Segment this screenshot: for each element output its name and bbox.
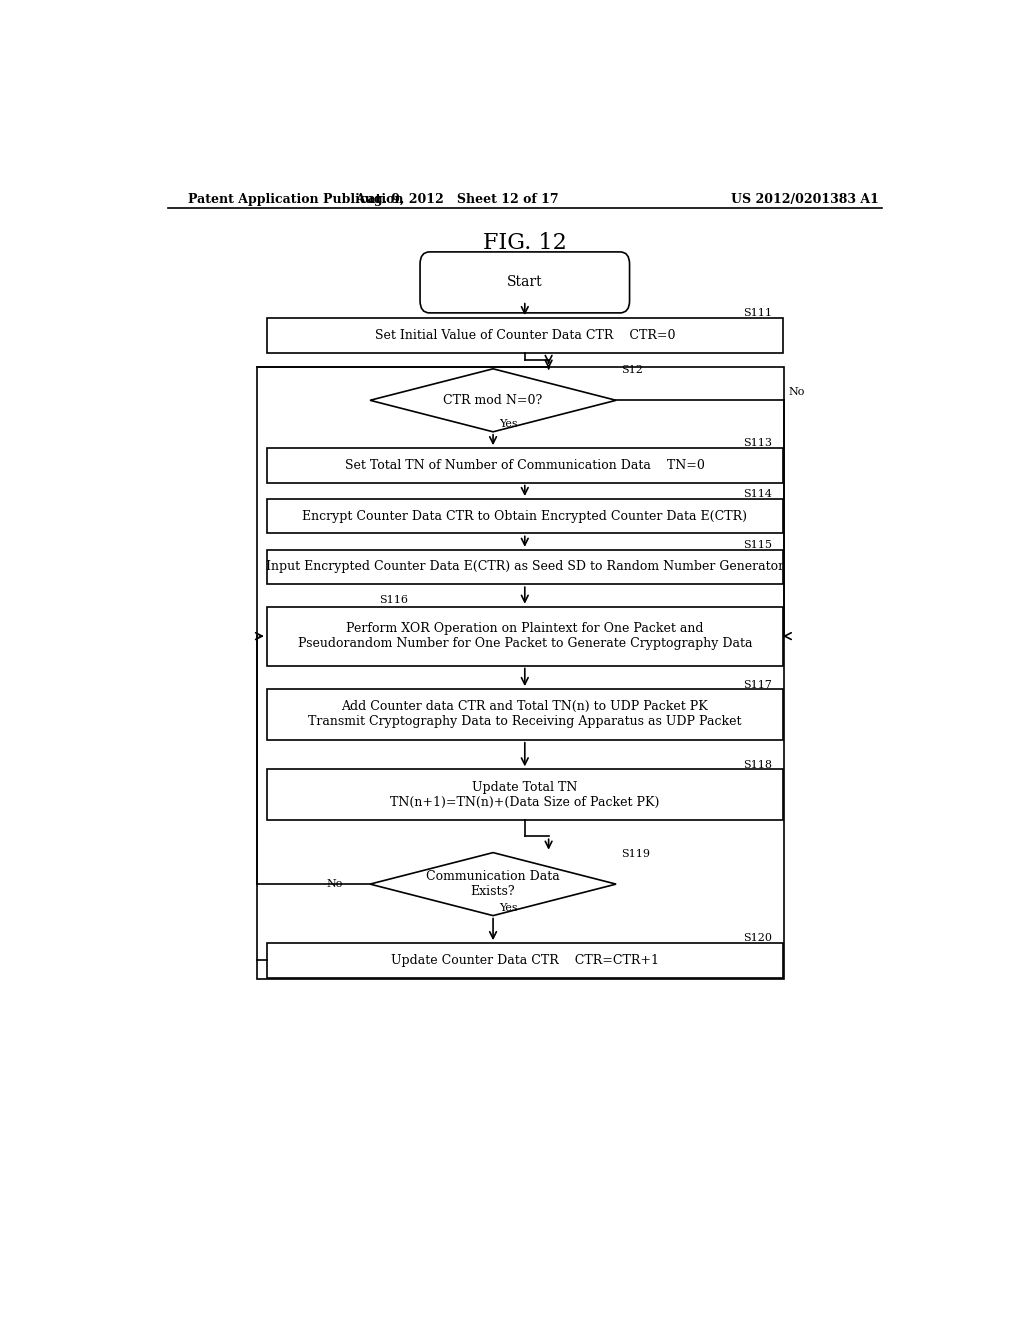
Text: No: No: [788, 387, 805, 397]
Text: S115: S115: [743, 540, 772, 549]
Bar: [267, 447, 782, 483]
Polygon shape: [370, 853, 616, 916]
Polygon shape: [370, 368, 616, 432]
Text: Perform XOR Operation on Plaintext for One Packet and
Pseudorandom Number for On: Perform XOR Operation on Plaintext for O…: [298, 622, 752, 651]
Text: CTR mod N=0?: CTR mod N=0?: [443, 393, 543, 407]
Text: Aug. 9, 2012   Sheet 12 of 17: Aug. 9, 2012 Sheet 12 of 17: [355, 193, 559, 206]
Text: S117: S117: [743, 680, 772, 690]
Text: S120: S120: [743, 933, 772, 942]
Text: Yes: Yes: [500, 903, 518, 912]
Bar: [257, 367, 784, 978]
Text: Input Encrypted Counter Data E(CTR) as Seed SD to Random Number Generator: Input Encrypted Counter Data E(CTR) as S…: [266, 561, 783, 573]
Bar: [267, 318, 782, 352]
Text: S114: S114: [743, 488, 772, 499]
Bar: [267, 770, 782, 820]
Bar: [267, 942, 782, 978]
Text: Patent Application Publication: Patent Application Publication: [187, 193, 403, 206]
Text: Set Total TN of Number of Communication Data    TN=0: Set Total TN of Number of Communication …: [345, 459, 705, 471]
Text: Communication Data
Exists?: Communication Data Exists?: [426, 870, 560, 898]
Text: Set Initial Value of Counter Data CTR    CTR=0: Set Initial Value of Counter Data CTR CT…: [375, 329, 675, 342]
Text: Start: Start: [507, 276, 543, 289]
Text: Encrypt Counter Data CTR to Obtain Encrypted Counter Data E(CTR): Encrypt Counter Data CTR to Obtain Encry…: [302, 510, 748, 523]
Text: Update Counter Data CTR    CTR=CTR+1: Update Counter Data CTR CTR=CTR+1: [391, 954, 658, 966]
Bar: [267, 499, 782, 533]
Text: S12: S12: [622, 364, 643, 375]
Text: S116: S116: [380, 594, 409, 605]
Bar: [267, 689, 782, 739]
Text: S119: S119: [622, 849, 650, 859]
Text: S113: S113: [743, 438, 772, 447]
Text: S111: S111: [743, 308, 772, 318]
Text: Add Counter data CTR and Total TN(n) to UDP Packet PK
Transmit Cryptography Data: Add Counter data CTR and Total TN(n) to …: [308, 701, 741, 729]
Text: Update Total TN
TN(n+1)=TN(n)+(Data Size of Packet PK): Update Total TN TN(n+1)=TN(n)+(Data Size…: [390, 780, 659, 809]
Text: S118: S118: [743, 760, 772, 771]
FancyBboxPatch shape: [420, 252, 630, 313]
Bar: [267, 549, 782, 585]
Text: FIG. 12: FIG. 12: [483, 232, 566, 253]
Text: Yes: Yes: [500, 418, 518, 429]
Text: No: No: [327, 879, 343, 890]
Bar: [267, 607, 782, 665]
Text: US 2012/0201383 A1: US 2012/0201383 A1: [731, 193, 879, 206]
